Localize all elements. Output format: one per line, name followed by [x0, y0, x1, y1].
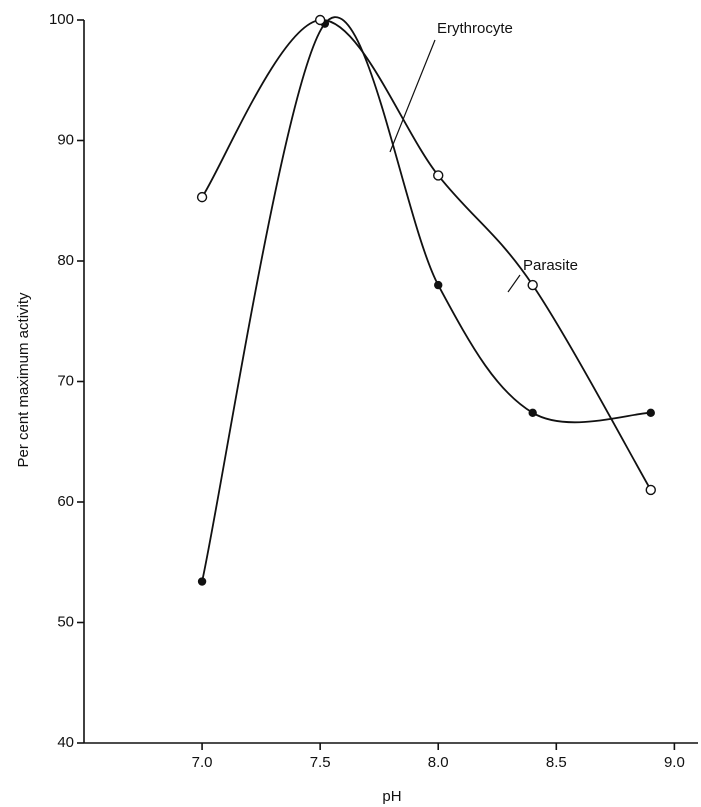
data-point — [433, 170, 444, 181]
y-tick-label: 50 — [57, 613, 74, 630]
y-tick-label: 70 — [57, 372, 74, 389]
data-point — [645, 484, 656, 496]
series-label: Erythrocyte — [437, 20, 513, 37]
data-point — [646, 408, 655, 418]
x-tick-label: 8.5 — [546, 754, 567, 771]
x-tick-label: 7.5 — [310, 754, 331, 771]
data-point — [528, 408, 537, 418]
y-tick-label: 100 — [49, 11, 74, 28]
x-tick-label: 9.0 — [664, 754, 685, 771]
data-point — [434, 280, 443, 290]
y-axis-title: Per cent maximum activity — [15, 292, 32, 468]
y-tick-label: 90 — [57, 131, 74, 148]
series-line — [201, 16, 651, 582]
y-tick-label: 80 — [57, 252, 74, 269]
data-point — [197, 577, 207, 586]
y-tick-label: 60 — [57, 493, 74, 510]
x-axis-title: pH — [382, 788, 401, 805]
x-tick-label: 7.0 — [192, 754, 213, 771]
y-tick-label: 40 — [57, 734, 74, 751]
data-point — [314, 14, 326, 26]
data-point — [527, 279, 538, 291]
data-point — [196, 191, 208, 203]
leader-line — [507, 274, 521, 293]
leader-line — [389, 39, 436, 153]
series-label: Parasite — [523, 257, 578, 274]
x-tick-label: 8.0 — [428, 754, 449, 771]
